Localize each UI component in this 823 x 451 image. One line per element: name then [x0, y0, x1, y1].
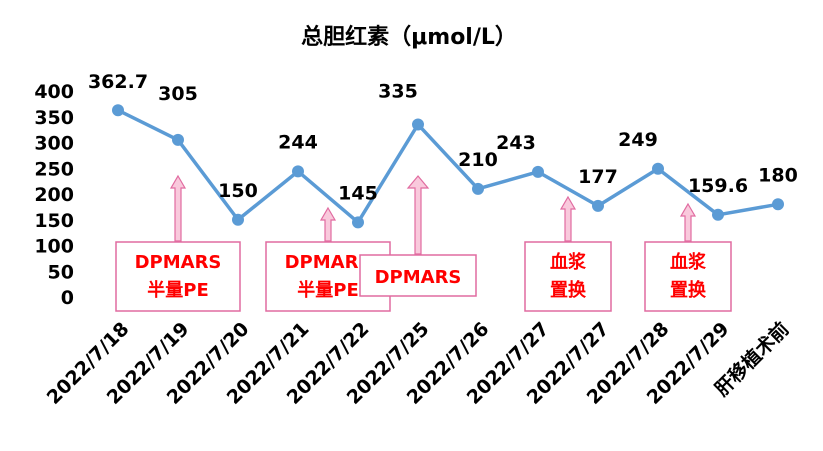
y-tick-label: 50: [48, 261, 74, 283]
annotation: DPMARS: [359, 175, 477, 297]
data-label: 210: [458, 149, 498, 171]
annotation-label: 血浆: [670, 251, 707, 273]
data-label: 249: [618, 129, 658, 151]
chart-title: 总胆红素（μmol/L）: [301, 24, 517, 50]
y-axis: 0 50 100 150 200 250 300 350 400: [34, 81, 74, 309]
data-point: [772, 198, 784, 211]
annotation-label: DPMARS: [285, 252, 372, 273]
annotation-box: [644, 241, 732, 312]
data-point: [592, 199, 604, 212]
series-line: [117, 108, 779, 225]
x-axis: 2022/7/182022/7/192022/7/202022/7/212022…: [43, 317, 794, 409]
annotation-label: 半量PE: [297, 279, 359, 301]
data-point: [292, 165, 304, 178]
y-tick-label: 300: [34, 133, 74, 155]
up-arrow-icon: [169, 174, 187, 242]
data-point: [652, 162, 664, 175]
annotation: DPMARS 半量PE: [115, 174, 241, 312]
up-arrow-icon: [319, 206, 337, 242]
data-point: [112, 104, 124, 117]
up-arrow-icon: [679, 202, 697, 242]
up-arrow-icon: [559, 195, 577, 242]
y-tick-label: 200: [34, 184, 74, 206]
data-point: [472, 182, 484, 195]
data-label: 243: [496, 132, 536, 154]
data-label: 150: [218, 180, 258, 202]
y-tick-label: 100: [34, 236, 74, 258]
annotation-box: [524, 241, 612, 312]
annotation-box: [359, 254, 477, 297]
data-label: 177: [578, 166, 618, 188]
data-point: [172, 133, 184, 146]
y-tick-label: 250: [34, 158, 74, 180]
data-point: [232, 213, 244, 226]
data-label: 244: [278, 131, 318, 153]
data-label: 145: [338, 182, 378, 204]
data-label: 305: [158, 83, 198, 105]
annotation-label: 置换: [670, 279, 707, 301]
y-tick-label: 400: [34, 81, 74, 103]
data-label: 362.7: [88, 71, 148, 93]
data-point: [532, 165, 544, 178]
data-point: [412, 118, 424, 131]
annotation-label: DPMARS: [375, 267, 462, 288]
annotation-box: [115, 241, 241, 312]
up-arrow-icon: [406, 175, 430, 255]
y-tick-label: 150: [34, 210, 74, 232]
annotation-label: 半量PE: [147, 279, 209, 301]
y-tick-label: 0: [61, 287, 74, 309]
annotation-label: 置换: [550, 279, 587, 301]
series-total-bilirubin: [112, 104, 784, 229]
data-point: [352, 216, 364, 229]
annotation-label: DPMARS: [135, 252, 222, 273]
annotation-label: 血浆: [550, 251, 587, 273]
y-tick-label: 350: [34, 107, 74, 129]
data-label: 180: [758, 164, 798, 186]
data-label: 159.6: [688, 175, 748, 197]
data-label: 335: [378, 80, 418, 102]
data-point: [712, 208, 724, 221]
